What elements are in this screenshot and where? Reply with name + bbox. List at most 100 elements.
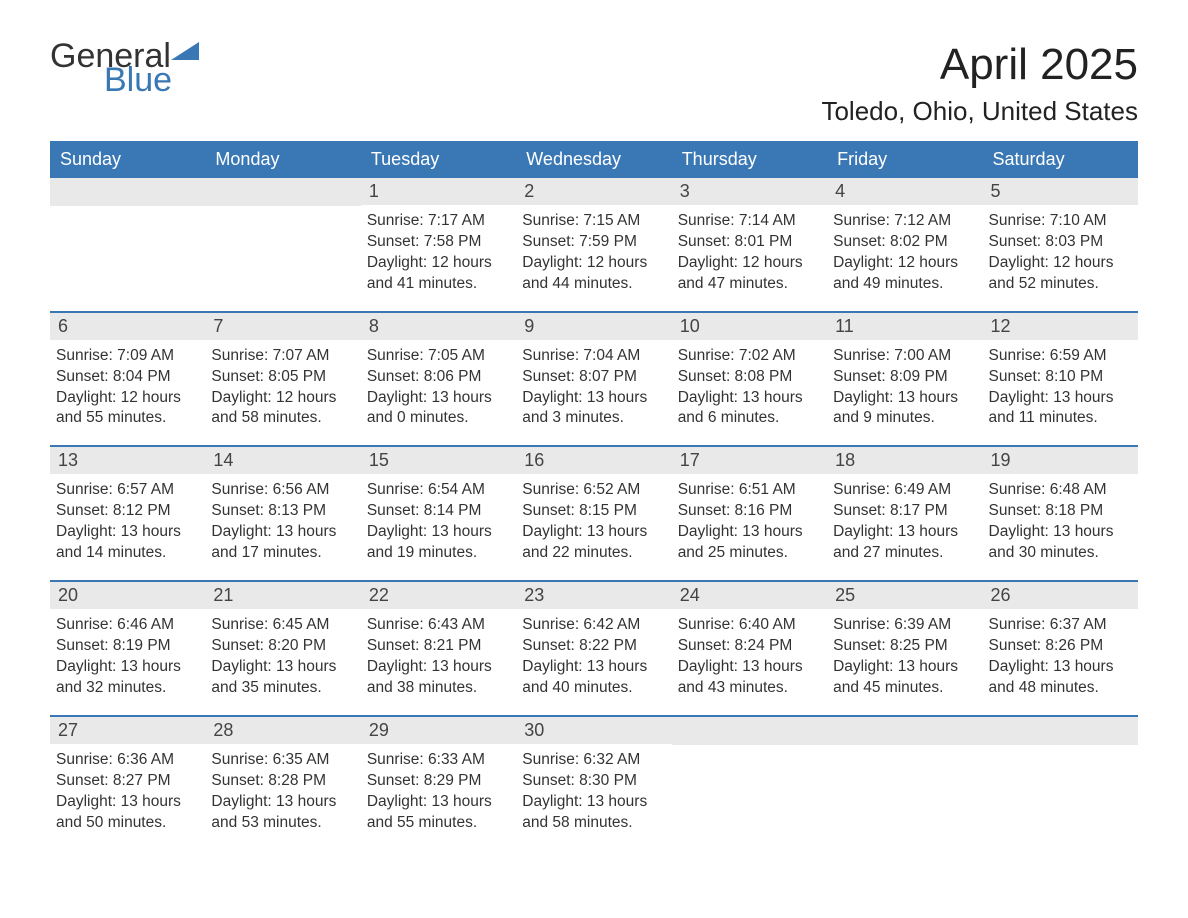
logo: General Blue (50, 40, 199, 97)
day-number: 2 (516, 178, 671, 205)
day-details: Sunrise: 7:14 AMSunset: 8:01 PMDaylight:… (672, 205, 827, 299)
sunrise-text: Sunrise: 7:14 AM (678, 211, 819, 232)
sunset-text: Sunset: 8:20 PM (211, 636, 352, 657)
daylight-text: Daylight: 13 hours and 30 minutes. (989, 522, 1130, 564)
sunrise-text: Sunrise: 7:00 AM (833, 346, 974, 367)
sunset-text: Sunset: 8:17 PM (833, 501, 974, 522)
weekday-header-row: Sunday Monday Tuesday Wednesday Thursday… (50, 141, 1138, 178)
sunset-text: Sunset: 8:03 PM (989, 232, 1130, 253)
sunset-text: Sunset: 8:29 PM (367, 771, 508, 792)
day-cell: 21Sunrise: 6:45 AMSunset: 8:20 PMDayligh… (205, 582, 360, 703)
sunset-text: Sunset: 8:02 PM (833, 232, 974, 253)
day-number: 21 (205, 582, 360, 609)
day-number: 1 (361, 178, 516, 205)
day-number (672, 717, 827, 745)
day-details: Sunrise: 6:52 AMSunset: 8:15 PMDaylight:… (516, 474, 671, 568)
daylight-text: Daylight: 13 hours and 25 minutes. (678, 522, 819, 564)
daylight-text: Daylight: 13 hours and 17 minutes. (211, 522, 352, 564)
sunrise-text: Sunrise: 6:43 AM (367, 615, 508, 636)
sunrise-text: Sunrise: 6:36 AM (56, 750, 197, 771)
sunrise-text: Sunrise: 6:59 AM (989, 346, 1130, 367)
sunrise-text: Sunrise: 6:49 AM (833, 480, 974, 501)
daylight-text: Daylight: 12 hours and 44 minutes. (522, 253, 663, 295)
day-details: Sunrise: 6:49 AMSunset: 8:17 PMDaylight:… (827, 474, 982, 568)
weekday-heading: Tuesday (361, 141, 516, 178)
day-cell: 23Sunrise: 6:42 AMSunset: 8:22 PMDayligh… (516, 582, 671, 703)
day-number: 17 (672, 447, 827, 474)
sunset-text: Sunset: 8:16 PM (678, 501, 819, 522)
sunrise-text: Sunrise: 7:15 AM (522, 211, 663, 232)
sunset-text: Sunset: 8:26 PM (989, 636, 1130, 657)
sunset-text: Sunset: 8:01 PM (678, 232, 819, 253)
day-number (983, 717, 1138, 745)
logo-word-2: Blue (104, 64, 199, 96)
daylight-text: Daylight: 13 hours and 32 minutes. (56, 657, 197, 699)
day-cell: 7Sunrise: 7:07 AMSunset: 8:05 PMDaylight… (205, 313, 360, 434)
day-cell: 15Sunrise: 6:54 AMSunset: 8:14 PMDayligh… (361, 447, 516, 568)
day-number: 16 (516, 447, 671, 474)
daylight-text: Daylight: 12 hours and 41 minutes. (367, 253, 508, 295)
day-number: 30 (516, 717, 671, 744)
title-block: April 2025 Toledo, Ohio, United States (821, 40, 1138, 127)
sunrise-text: Sunrise: 6:51 AM (678, 480, 819, 501)
day-details: Sunrise: 6:37 AMSunset: 8:26 PMDaylight:… (983, 609, 1138, 703)
day-number: 8 (361, 313, 516, 340)
day-details: Sunrise: 7:05 AMSunset: 8:06 PMDaylight:… (361, 340, 516, 434)
daylight-text: Daylight: 13 hours and 3 minutes. (522, 388, 663, 430)
day-cell: 28Sunrise: 6:35 AMSunset: 8:28 PMDayligh… (205, 717, 360, 838)
daylight-text: Daylight: 12 hours and 49 minutes. (833, 253, 974, 295)
calendar-week: 1Sunrise: 7:17 AMSunset: 7:58 PMDaylight… (50, 178, 1138, 299)
day-details: Sunrise: 6:56 AMSunset: 8:13 PMDaylight:… (205, 474, 360, 568)
day-details: Sunrise: 6:36 AMSunset: 8:27 PMDaylight:… (50, 744, 205, 838)
day-number: 12 (983, 313, 1138, 340)
sunset-text: Sunset: 7:59 PM (522, 232, 663, 253)
sunrise-text: Sunrise: 6:39 AM (833, 615, 974, 636)
daylight-text: Daylight: 13 hours and 19 minutes. (367, 522, 508, 564)
day-details: Sunrise: 6:54 AMSunset: 8:14 PMDaylight:… (361, 474, 516, 568)
day-cell: 17Sunrise: 6:51 AMSunset: 8:16 PMDayligh… (672, 447, 827, 568)
daylight-text: Daylight: 13 hours and 35 minutes. (211, 657, 352, 699)
day-number: 26 (983, 582, 1138, 609)
sunrise-text: Sunrise: 6:32 AM (522, 750, 663, 771)
sunrise-text: Sunrise: 6:57 AM (56, 480, 197, 501)
sunset-text: Sunset: 8:04 PM (56, 367, 197, 388)
day-number: 29 (361, 717, 516, 744)
daylight-text: Daylight: 13 hours and 0 minutes. (367, 388, 508, 430)
day-number (827, 717, 982, 745)
day-number: 20 (50, 582, 205, 609)
day-number: 3 (672, 178, 827, 205)
day-cell: 13Sunrise: 6:57 AMSunset: 8:12 PMDayligh… (50, 447, 205, 568)
day-details: Sunrise: 6:51 AMSunset: 8:16 PMDaylight:… (672, 474, 827, 568)
day-details: Sunrise: 7:00 AMSunset: 8:09 PMDaylight:… (827, 340, 982, 434)
weekday-heading: Friday (827, 141, 982, 178)
header-row: General Blue April 2025 Toledo, Ohio, Un… (50, 40, 1138, 127)
day-cell (205, 178, 360, 299)
daylight-text: Daylight: 13 hours and 27 minutes. (833, 522, 974, 564)
day-cell (983, 717, 1138, 838)
day-details: Sunrise: 7:15 AMSunset: 7:59 PMDaylight:… (516, 205, 671, 299)
day-number: 9 (516, 313, 671, 340)
day-number: 28 (205, 717, 360, 744)
day-number: 6 (50, 313, 205, 340)
day-cell: 26Sunrise: 6:37 AMSunset: 8:26 PMDayligh… (983, 582, 1138, 703)
day-details: Sunrise: 6:39 AMSunset: 8:25 PMDaylight:… (827, 609, 982, 703)
day-cell: 27Sunrise: 6:36 AMSunset: 8:27 PMDayligh… (50, 717, 205, 838)
sunrise-text: Sunrise: 7:07 AM (211, 346, 352, 367)
sunset-text: Sunset: 8:15 PM (522, 501, 663, 522)
day-details: Sunrise: 7:10 AMSunset: 8:03 PMDaylight:… (983, 205, 1138, 299)
sunrise-text: Sunrise: 6:54 AM (367, 480, 508, 501)
sunset-text: Sunset: 8:06 PM (367, 367, 508, 388)
daylight-text: Daylight: 13 hours and 40 minutes. (522, 657, 663, 699)
daylight-text: Daylight: 12 hours and 58 minutes. (211, 388, 352, 430)
sunset-text: Sunset: 8:14 PM (367, 501, 508, 522)
day-details: Sunrise: 6:33 AMSunset: 8:29 PMDaylight:… (361, 744, 516, 838)
sunset-text: Sunset: 8:18 PM (989, 501, 1130, 522)
day-details: Sunrise: 6:32 AMSunset: 8:30 PMDaylight:… (516, 744, 671, 838)
day-details: Sunrise: 7:07 AMSunset: 8:05 PMDaylight:… (205, 340, 360, 434)
daylight-text: Daylight: 13 hours and 58 minutes. (522, 792, 663, 834)
day-number: 15 (361, 447, 516, 474)
day-number: 27 (50, 717, 205, 744)
calendar: Sunday Monday Tuesday Wednesday Thursday… (50, 141, 1138, 837)
day-number: 23 (516, 582, 671, 609)
day-cell: 1Sunrise: 7:17 AMSunset: 7:58 PMDaylight… (361, 178, 516, 299)
